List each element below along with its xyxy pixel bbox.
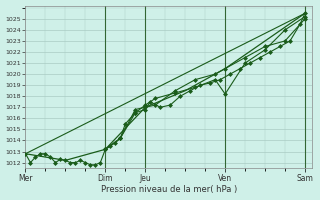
X-axis label: Pression niveau de la mer( hPa ): Pression niveau de la mer( hPa ) (101, 185, 237, 194)
